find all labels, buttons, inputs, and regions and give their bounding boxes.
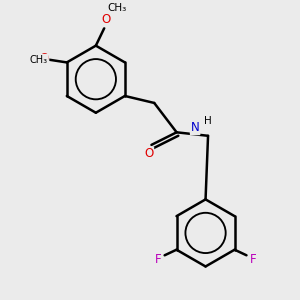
- Text: O: O: [39, 52, 48, 65]
- Text: H: H: [204, 116, 212, 126]
- Text: F: F: [250, 253, 256, 266]
- Text: O: O: [144, 148, 153, 160]
- Text: O: O: [101, 13, 110, 26]
- Text: CH₃: CH₃: [107, 3, 126, 13]
- Text: F: F: [155, 253, 162, 266]
- Text: N: N: [191, 121, 200, 134]
- Text: CH₃: CH₃: [30, 55, 48, 64]
